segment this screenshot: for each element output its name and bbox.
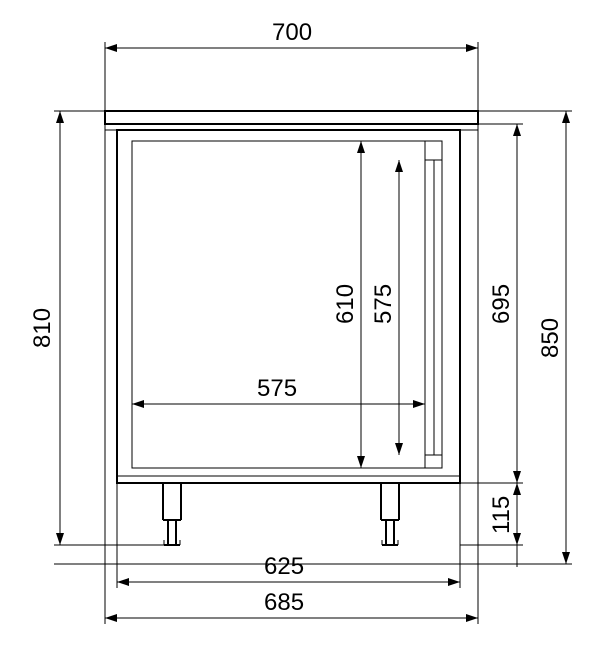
dim-610: 610 (332, 284, 359, 324)
dim-695: 695 (488, 284, 515, 324)
cabinet (105, 111, 478, 545)
dim-685: 685 (264, 589, 304, 616)
dim-700: 700 (272, 19, 312, 46)
dim-575v: 575 (370, 284, 397, 324)
dim-575h: 575 (257, 375, 297, 402)
dim-850: 850 (537, 318, 564, 358)
dim-625: 625 (264, 553, 304, 580)
dim-810: 810 (29, 308, 56, 348)
dim-115: 115 (488, 496, 515, 534)
dimension-drawing: 700 810 850 695 115 610 575 575 625 685 (0, 0, 599, 651)
